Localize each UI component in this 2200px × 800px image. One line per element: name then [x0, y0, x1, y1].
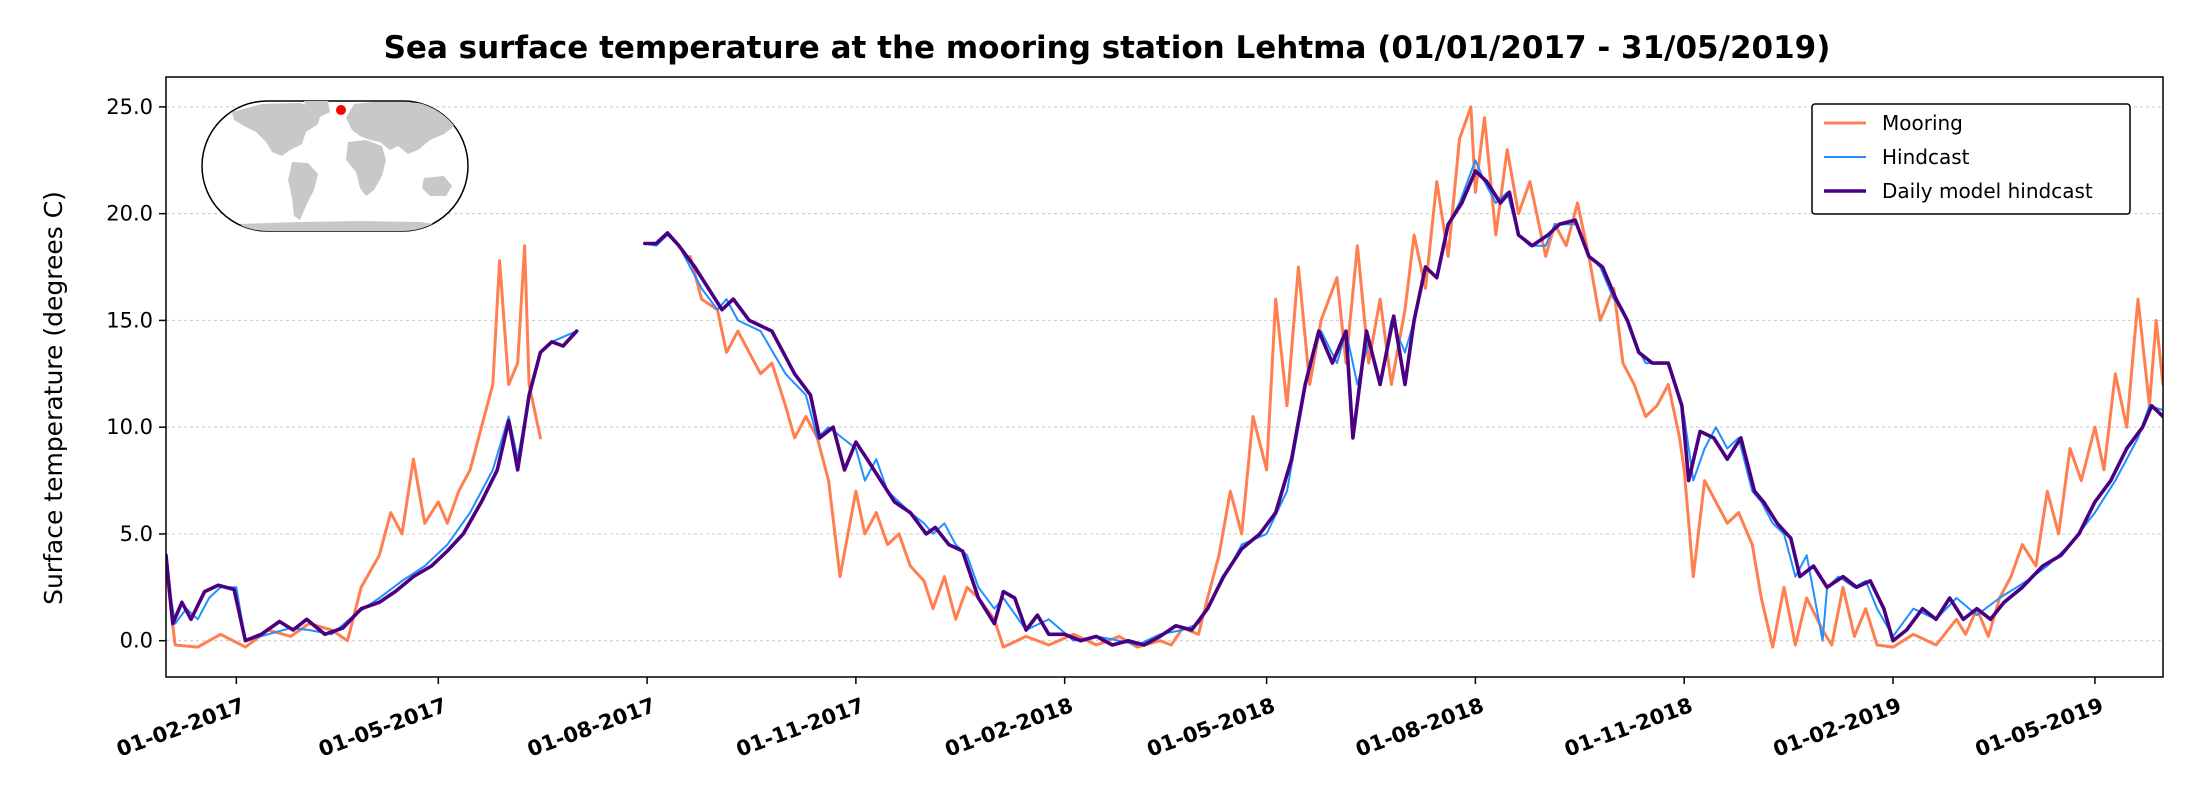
- europe-asia-shape: [346, 102, 460, 154]
- legend-hindcast-label: Hindcast: [1882, 145, 1970, 169]
- hindcast-series-line: [643, 159, 2163, 646]
- world-landmass-shapes: [232, 101, 460, 231]
- y-tick-label: 10.0: [106, 415, 153, 439]
- x-tick-label: 01-02-2019: [1770, 693, 1904, 761]
- legend-daily-model-hindcast-label: Daily model hindcast: [1882, 179, 2093, 203]
- x-tick-label: 01-08-2017: [524, 693, 658, 761]
- legend-mooring-label: Mooring: [1882, 111, 1963, 135]
- mooring-series-line: [166, 244, 542, 649]
- x-tick-label: 01-11-2018: [1561, 693, 1695, 761]
- x-tick-label: 01-08-2018: [1352, 693, 1486, 761]
- north-america-shape: [232, 103, 322, 156]
- x-tick-label: 01-05-2017: [315, 693, 449, 761]
- y-tick-label: 0.0: [120, 629, 153, 653]
- x-tick-label: 01-11-2017: [733, 693, 867, 761]
- hindcast-series-line: [166, 330, 578, 642]
- legend-box: [1811, 103, 2131, 215]
- greenland-shape: [304, 101, 330, 118]
- y-axis-label: Surface temperature (degrees C): [39, 191, 68, 605]
- legend: Mooring Hindcast Daily model hindcast: [1811, 103, 2131, 215]
- series-lines: [166, 105, 2163, 649]
- antarctica-shape: [240, 221, 450, 231]
- y-tick-label: 15.0: [106, 308, 153, 332]
- y-tick-label: 25.0: [106, 95, 153, 119]
- mooring-series-line: [688, 105, 2163, 649]
- daily-model-hindcast-series-line: [166, 329, 579, 643]
- south-america-shape: [288, 162, 318, 220]
- y-tick-label: 5.0: [120, 522, 153, 546]
- daily-model-hindcast-series-line: [642, 169, 2163, 647]
- x-tick-label: 01-05-2018: [1144, 693, 1278, 761]
- y-tick-label: 20.0: [106, 202, 153, 226]
- y-axis-ticks: 0.0 5.0 10.0 15.0 20.0 25.0: [106, 95, 166, 653]
- station-location-marker: [336, 105, 346, 115]
- chart-title: Sea surface temperature at the mooring s…: [384, 30, 1831, 66]
- x-tick-label: 01-02-2018: [942, 693, 1076, 761]
- x-axis-ticks: 01-02-2017 01-05-2017 01-08-2017 01-11-2017…: [113, 677, 2106, 762]
- australia-shape: [422, 176, 452, 196]
- x-tick-label: 01-02-2017: [113, 693, 247, 761]
- africa-shape: [346, 140, 386, 196]
- x-tick-label: 01-05-2019: [1972, 693, 2106, 761]
- plot-frame: [165, 76, 2164, 678]
- locator-map-inset: [201, 100, 469, 232]
